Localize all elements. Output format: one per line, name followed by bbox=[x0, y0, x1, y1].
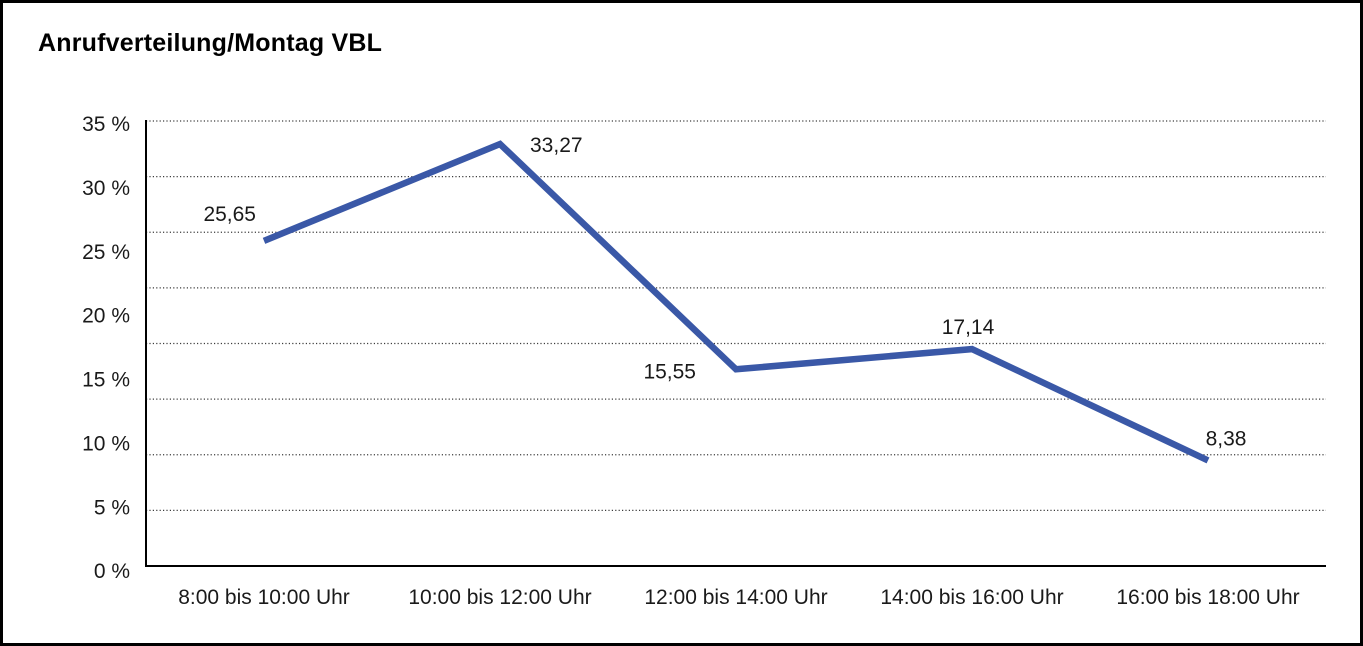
x-axis-label: 8:00 bis 10:00 Uhr bbox=[178, 586, 350, 609]
x-axis-label: 10:00 bis 12:00 Uhr bbox=[408, 586, 591, 609]
line-chart: 0 % 5 % 10 % 15 % 20 % 25 % 30 % 35 % 8:00 bis 1… bbox=[82, 113, 1326, 609]
data-line bbox=[262, 140, 1210, 464]
y-axis-tick-label: 30 % bbox=[82, 177, 130, 200]
data-point-label: 8,38 bbox=[1206, 427, 1247, 450]
data-point-label: 15,55 bbox=[643, 360, 696, 383]
y-axis-tick-label: 10 % bbox=[82, 432, 130, 455]
x-axis-label: 12:00 bis 14:00 Uhr bbox=[644, 586, 827, 609]
y-axis-tick-label: 5 % bbox=[94, 496, 130, 519]
data-point-label: 25,65 bbox=[203, 203, 256, 226]
y-axis-tick-label: 20 % bbox=[82, 305, 130, 328]
y-axis-tick-label: 35 % bbox=[82, 113, 130, 136]
data-point-label: 33,27 bbox=[530, 134, 583, 157]
y-axis-tick-label: 25 % bbox=[82, 241, 130, 264]
x-axis-label: 14:00 bis 16:00 Uhr bbox=[880, 586, 1063, 609]
y-axis-tick-label: 0 % bbox=[94, 560, 130, 583]
y-axis-tick-label: 15 % bbox=[82, 369, 130, 392]
data-point-label: 17,14 bbox=[942, 316, 995, 339]
x-axis-label: 16:00 bis 18:00 Uhr bbox=[1116, 586, 1299, 609]
chart-title: Anrufverteilung/Montag VBL bbox=[38, 29, 383, 57]
